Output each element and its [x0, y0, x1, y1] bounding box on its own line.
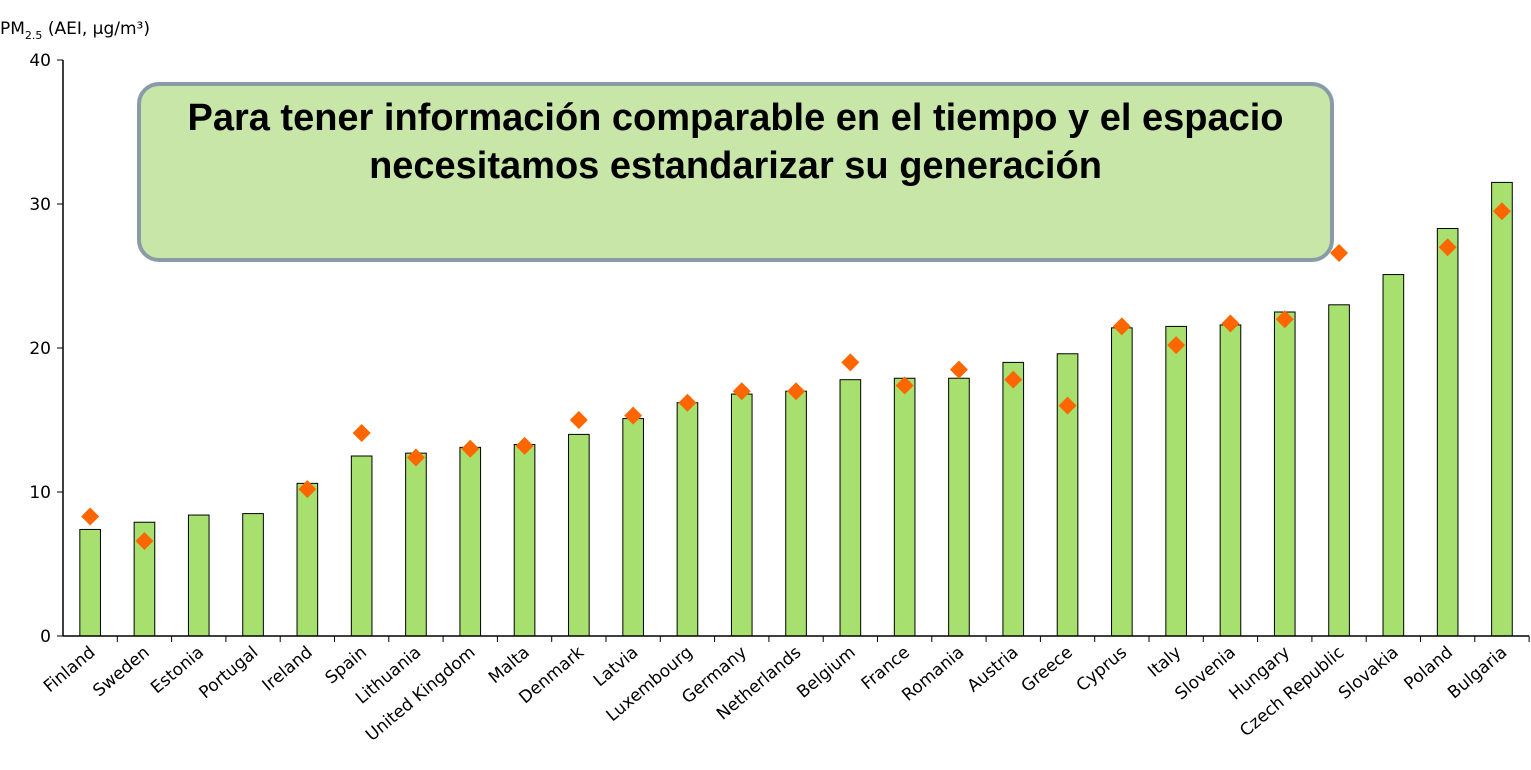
- diamond-marker: [787, 382, 806, 401]
- x-tick-label: Greece: [1018, 643, 1077, 697]
- diamond-marker: [895, 376, 914, 395]
- bar: [785, 390, 807, 637]
- x-tick-label: Cyprus: [1073, 642, 1131, 696]
- bar: [242, 513, 264, 637]
- x-tick-label: Slovakia: [1335, 643, 1403, 704]
- y-tick-label: 30: [29, 195, 51, 215]
- diamond-marker: [1058, 396, 1077, 415]
- bar: [1111, 327, 1133, 637]
- annotation: Para tener información comparable en el …: [137, 82, 1334, 262]
- diamond-marker: [135, 531, 154, 550]
- diamond-marker: [1438, 238, 1457, 257]
- x-tick-label: Portugal: [195, 643, 262, 704]
- diamond-marker: [515, 436, 534, 455]
- x-tick-label: Finland: [40, 643, 99, 697]
- bar: [1328, 304, 1350, 637]
- bar: [405, 452, 427, 637]
- y-tick-label: 20: [29, 339, 51, 359]
- bar: [730, 393, 753, 637]
- x-tick-label: Belgium: [793, 643, 859, 703]
- bar: [1056, 353, 1079, 637]
- diamond-marker: [1221, 314, 1240, 333]
- diamond-marker: [352, 423, 371, 442]
- diamond-marker: [461, 439, 480, 458]
- bar: [1491, 181, 1513, 637]
- diamond-marker: [81, 507, 100, 526]
- diamond-marker: [1167, 336, 1186, 355]
- bar: [568, 433, 590, 637]
- y-tick-label: 40: [29, 51, 51, 71]
- bar: [622, 418, 644, 637]
- diamond-marker: [406, 448, 425, 467]
- bar: [350, 455, 373, 637]
- bar: [1382, 274, 1405, 637]
- bar: [948, 377, 970, 637]
- bar: [1165, 325, 1187, 637]
- diamond-marker: [298, 480, 317, 499]
- diamond-marker: [949, 360, 968, 379]
- x-tick-label: Bulgaria: [1444, 643, 1511, 704]
- bar: [676, 402, 699, 637]
- diamond-marker: [1112, 317, 1131, 336]
- y-label-sub: 2.5: [25, 29, 43, 42]
- x-tick-label: Austria: [964, 643, 1023, 697]
- bar: [839, 379, 862, 637]
- bar: [1002, 361, 1025, 637]
- bar: [79, 528, 101, 637]
- diamond-marker: [841, 353, 860, 372]
- y-label-main: PM: [0, 19, 25, 39]
- bar: [513, 443, 536, 637]
- diamond-marker: [678, 393, 697, 412]
- diamond-marker: [1275, 310, 1294, 329]
- diamond-marker: [624, 406, 643, 425]
- diamond-marker: [1004, 370, 1023, 389]
- x-tick-label: Spain: [322, 643, 371, 689]
- x-tick-label: Ireland: [259, 643, 317, 696]
- bar: [296, 482, 319, 637]
- diamond-marker: [569, 411, 588, 429]
- bar: [1436, 227, 1459, 637]
- y-tick-label: 0: [40, 627, 51, 647]
- bar: [1273, 311, 1296, 637]
- diamond-marker: [732, 382, 751, 401]
- x-tick-label: Malta: [485, 643, 534, 688]
- y-tick-label: 10: [29, 483, 51, 503]
- x-tick-label: Sweden: [89, 643, 153, 702]
- bar: [893, 377, 916, 637]
- y-axis-label: PM2.5 (AEI, µg/m³): [0, 19, 150, 42]
- diamond-marker: [1492, 202, 1511, 221]
- x-tick-label: Italy: [1144, 643, 1185, 682]
- bar: [459, 446, 482, 637]
- y-label-rest: (AEI, µg/m³): [42, 19, 150, 39]
- bar: [1219, 324, 1242, 637]
- diamond-marker: [1330, 243, 1349, 262]
- bar: [187, 514, 210, 637]
